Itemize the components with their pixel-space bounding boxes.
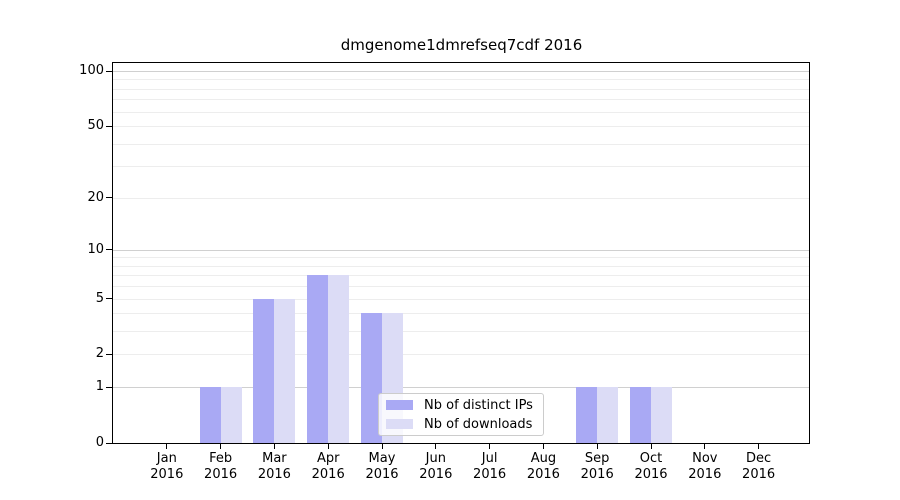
bar-nb-of-distinct-ips-may-2016 — [361, 313, 382, 443]
y-tick-label-100: 100 — [79, 63, 104, 78]
legend-item-nb-of-distinct-ips: Nb of distinct IPs — [386, 398, 536, 413]
bar-nb-of-downloads-sep-2016 — [597, 387, 619, 443]
y-tick-mark-20 — [106, 197, 112, 199]
bar-nb-of-downloads-apr-2016 — [328, 275, 350, 443]
x-tick-mark-aug-2016 — [542, 444, 544, 449]
bar-nb-of-distinct-ips-oct-2016 — [630, 387, 651, 443]
x-tick-label-jun-2016: Jun 2016 — [419, 451, 453, 482]
y-tick-label-1: 1 — [95, 379, 104, 395]
x-tick-mark-may-2016 — [381, 444, 383, 449]
gridline-minor-90 — [113, 79, 809, 81]
gridline-minor-6 — [113, 286, 809, 288]
x-tick-label-apr-2016: Apr 2016 — [311, 451, 345, 482]
x-tick-mark-apr-2016 — [327, 444, 329, 449]
x-tick-mark-feb-2016 — [220, 444, 222, 449]
gridline-minor-20 — [113, 197, 809, 199]
gridline-minor-9 — [113, 257, 809, 259]
bar-nb-of-downloads-oct-2016 — [651, 387, 672, 443]
gridline-minor-70 — [113, 99, 809, 101]
bar-nb-of-distinct-ips-apr-2016 — [307, 275, 329, 443]
x-tick-mark-sep-2016 — [596, 444, 598, 449]
gridline-major-10 — [113, 249, 809, 251]
legend-swatch-nb-of-downloads — [386, 419, 413, 429]
bar-nb-of-distinct-ips-feb-2016 — [199, 387, 221, 443]
x-tick-label-jan-2016: Jan 2016 — [150, 451, 184, 482]
y-tick-mark-100 — [106, 70, 112, 72]
y-tick-label-5: 5 — [95, 290, 104, 306]
gridline-minor-7 — [113, 275, 809, 277]
x-tick-label-feb-2016: Feb 2016 — [204, 451, 238, 482]
gridline-minor-80 — [113, 88, 809, 90]
gridline-major-100 — [113, 71, 809, 72]
x-tick-label-oct-2016: Oct 2016 — [634, 451, 668, 482]
bar-nb-of-distinct-ips-sep-2016 — [576, 387, 598, 443]
gridline-minor-30 — [113, 166, 809, 168]
gridline-minor-8 — [113, 265, 809, 267]
x-tick-label-nov-2016: Nov 2016 — [688, 451, 722, 482]
x-tick-mark-dec-2016 — [758, 444, 760, 449]
y-tick-mark-50 — [106, 125, 112, 127]
x-tick-mark-nov-2016 — [704, 444, 706, 449]
legend-label-nb-of-downloads: Nb of downloads — [424, 416, 533, 432]
x-tick-label-jul-2016: Jul 2016 — [473, 451, 507, 482]
gridline-minor-40 — [113, 143, 809, 145]
x-tick-label-sep-2016: Sep 2016 — [580, 451, 614, 482]
x-tick-label-mar-2016: Mar 2016 — [257, 451, 291, 482]
legend-label-nb-of-distinct-ips: Nb of distinct IPs — [424, 397, 533, 413]
gridline-minor-3 — [113, 331, 809, 333]
y-tick-label-0: 0 — [95, 435, 104, 450]
y-tick-label-2: 2 — [95, 346, 104, 362]
x-tick-label-aug-2016: Aug 2016 — [526, 451, 560, 482]
bar-nb-of-distinct-ips-mar-2016 — [253, 298, 275, 443]
y-tick-mark-1 — [106, 386, 112, 388]
y-tick-label-50: 50 — [87, 118, 104, 134]
bar-nb-of-downloads-mar-2016 — [274, 298, 296, 443]
x-tick-mark-jul-2016 — [489, 444, 491, 449]
gridline-major-1 — [113, 387, 809, 389]
x-tick-label-may-2016: May 2016 — [365, 451, 399, 482]
legend-swatch-nb-of-distinct-ips — [386, 400, 413, 410]
y-tick-mark-0 — [106, 442, 112, 444]
gridline-minor-60 — [113, 111, 809, 113]
y-tick-label-20: 20 — [87, 189, 104, 205]
plot-area — [112, 62, 810, 444]
gridline-minor-4 — [113, 313, 809, 315]
gridline-minor-2 — [113, 354, 809, 356]
x-tick-mark-oct-2016 — [650, 444, 652, 449]
gridline-minor-50 — [113, 126, 809, 128]
y-tick-label-10: 10 — [87, 241, 104, 257]
gridline-minor-5 — [113, 298, 809, 300]
y-tick-mark-10 — [106, 249, 112, 251]
y-tick-mark-5 — [106, 298, 112, 300]
x-tick-mark-jan-2016 — [166, 444, 168, 449]
bar-nb-of-downloads-feb-2016 — [220, 387, 242, 443]
legend: Nb of distinct IPs Nb of downloads — [378, 393, 544, 436]
chart-title: dmgenome1dmrefseq7cdf 2016 — [340, 36, 583, 54]
legend-item-nb-of-downloads: Nb of downloads — [386, 417, 536, 432]
y-tick-mark-2 — [106, 353, 112, 355]
x-tick-mark-jun-2016 — [435, 444, 437, 449]
x-tick-label-dec-2016: Dec 2016 — [742, 451, 776, 482]
x-tick-mark-mar-2016 — [273, 444, 275, 449]
